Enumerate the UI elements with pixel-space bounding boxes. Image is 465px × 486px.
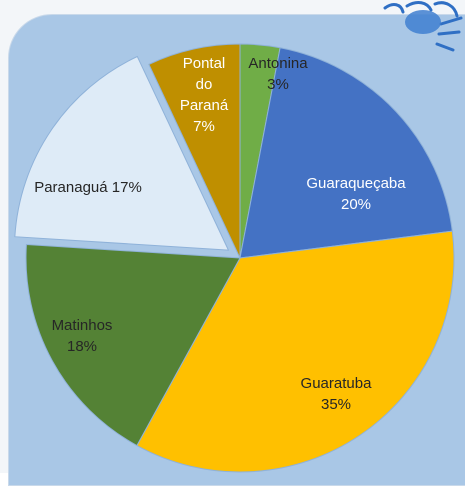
pie-slice-paranagu- (14, 55, 230, 251)
pie-slice-pontal-do-paran- (148, 43, 241, 259)
slice-label-matinhos: Matinhos 18% (52, 317, 113, 355)
pie-chart: Antonina 3% Guaraqueçaba 20% Guaratuba 35% Mat… (14, 43, 455, 473)
pie-slice-matinhos (25, 244, 241, 447)
slice-label-paranagu-: Paranaguá 17% (34, 179, 142, 196)
slice-label-pontal-do-paran-: Pontal do Paraná 7% (180, 55, 229, 135)
crab-logo-decoration (383, 1, 463, 52)
pie-slice-guaraque-aba (239, 47, 453, 259)
pie-slice-guaratuba (136, 230, 455, 473)
slice-label-guaraque-aba: Guaraqueçaba 20% (306, 175, 406, 213)
slice-label-antonina: Antonina 3% (248, 55, 308, 93)
slice-label-guaratuba: Guaratuba 35% (301, 375, 373, 413)
